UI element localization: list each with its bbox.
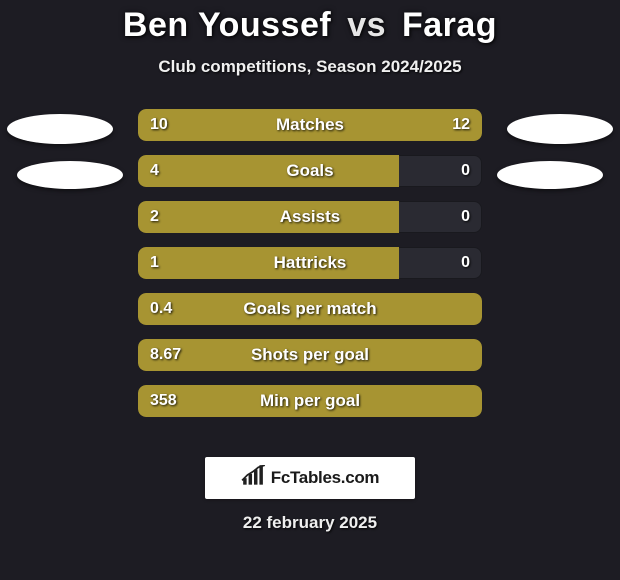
player2-name: Farag	[402, 6, 497, 44]
bar-fill-right	[295, 109, 482, 141]
stat-value-right: 0	[461, 155, 470, 187]
stat-row: 10Hattricks	[138, 247, 482, 279]
stat-row: 0.4Goals per match	[138, 293, 482, 325]
team-badge-right-2	[497, 161, 603, 189]
watermark-text: FcTables.com	[271, 468, 380, 488]
watermark: FcTables.com	[205, 457, 415, 499]
bar-fill	[138, 293, 482, 325]
date-label: 22 february 2025	[0, 513, 620, 533]
stat-row: 40Goals	[138, 155, 482, 187]
comparison-title: Ben Youssef vs Farag	[0, 0, 620, 45]
stat-value-right: 0	[461, 247, 470, 279]
subtitle: Club competitions, Season 2024/2025	[0, 57, 620, 77]
bar-fill-left	[138, 155, 399, 187]
stat-row: 358Min per goal	[138, 385, 482, 417]
bar-fill-left	[138, 109, 295, 141]
bar-fill	[138, 385, 482, 417]
stat-row: 1012Matches	[138, 109, 482, 141]
team-badge-left-2	[17, 161, 123, 189]
chart-icon	[241, 465, 267, 492]
stat-row: 8.67Shots per goal	[138, 339, 482, 371]
team-badge-right-1	[507, 114, 613, 144]
bar-fill-left	[138, 247, 399, 279]
content-area: 1012Matches 40Goals 20Assists 10Hattricks 0.…	[0, 109, 620, 439]
player1-name: Ben Youssef	[123, 6, 331, 44]
stat-bars: 1012Matches 40Goals 20Assists 10Hattricks 0.…	[138, 109, 482, 417]
stat-value-right: 0	[461, 201, 470, 233]
team-badge-left-1	[7, 114, 113, 144]
stat-row: 20Assists	[138, 201, 482, 233]
bar-fill-left	[138, 201, 399, 233]
bar-fill	[138, 339, 482, 371]
vs-separator: vs	[347, 6, 386, 44]
